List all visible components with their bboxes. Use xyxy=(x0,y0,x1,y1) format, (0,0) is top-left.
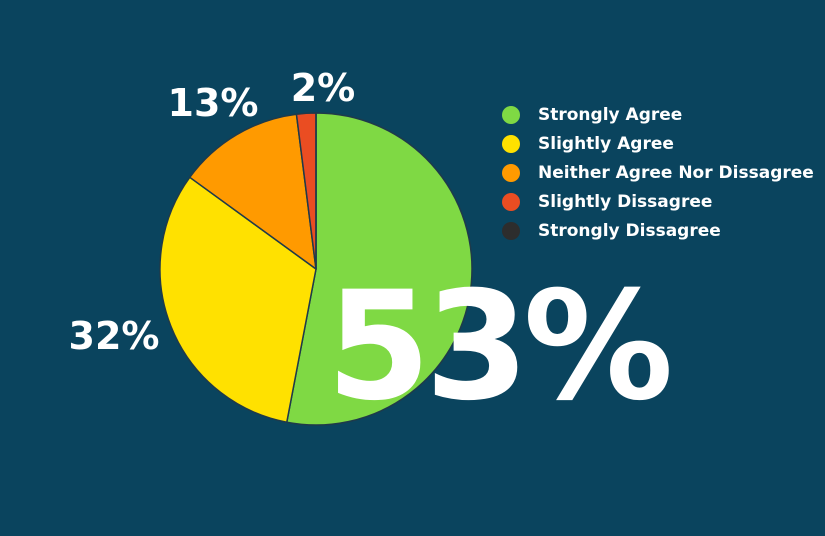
legend-swatch xyxy=(502,134,520,153)
legend-label: Strongly Agree xyxy=(538,104,683,125)
slice-label-2: 32% xyxy=(69,314,160,358)
legend-label: Neither Agree Nor Dissagree xyxy=(538,162,814,183)
pie-slice-3 xyxy=(189,113,317,270)
legend-item: Strongly Agree xyxy=(500,100,814,129)
legend-label: Strongly Dissagree xyxy=(538,220,721,241)
legend-swatch xyxy=(502,221,520,240)
pie-slice-2 xyxy=(159,176,317,423)
slice-labels: 53% 32% 13% 2% xyxy=(69,66,676,434)
pie-slices xyxy=(159,112,473,426)
legend-item: Slightly Agree xyxy=(500,129,814,158)
legend-swatch xyxy=(502,163,520,182)
slice-label-1: 53% xyxy=(326,260,669,434)
slice-label-3: 13% xyxy=(168,81,259,125)
legend: Strongly Agree Slightly Agree Neither Agre… xyxy=(500,100,814,245)
legend-label: Slightly Agree xyxy=(538,133,674,154)
legend-item: Neither Agree Nor Dissagree xyxy=(500,158,814,187)
pie-slice-1 xyxy=(286,112,473,426)
legend-label: Slightly Dissagree xyxy=(538,191,713,212)
slice-label-4: 2% xyxy=(291,66,356,110)
legend-item: Slightly Dissagree xyxy=(500,187,814,216)
legend-swatch xyxy=(502,105,520,124)
legend-item: Strongly Dissagree xyxy=(500,216,814,245)
legend-swatch xyxy=(502,192,520,211)
